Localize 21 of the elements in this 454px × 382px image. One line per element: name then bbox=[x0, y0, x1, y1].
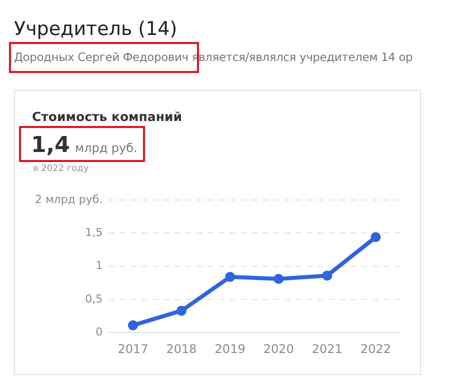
y-tick-label: 1,5 bbox=[85, 226, 103, 240]
x-tick-label: 2019 bbox=[214, 342, 246, 356]
point bbox=[225, 272, 236, 282]
y-tick-label: 2 млрд руб. bbox=[34, 192, 103, 206]
text: 1,4 млрд руб. bbox=[31, 133, 138, 158]
y-tick-label: 1 bbox=[96, 259, 103, 272]
point bbox=[322, 270, 332, 281]
text: в 2022 году bbox=[33, 164, 89, 174]
chart-title: Стоимость компаний bbox=[32, 109, 182, 124]
y-tick-label: 0 bbox=[96, 325, 103, 338]
y-tick-label: 0,5 bbox=[85, 292, 103, 306]
x-tick-label: 2018 bbox=[166, 342, 197, 356]
text: Учредитель (14) bbox=[14, 18, 178, 40]
x-tick-label: 2017 bbox=[118, 342, 148, 356]
x-tick-label: 2021 bbox=[312, 342, 342, 356]
point bbox=[176, 306, 187, 316]
point bbox=[128, 320, 138, 330]
x-tick-label: 2020 bbox=[263, 342, 294, 356]
x-tick-label: 2022 bbox=[360, 342, 391, 356]
point bbox=[274, 274, 284, 284]
point bbox=[370, 232, 381, 242]
